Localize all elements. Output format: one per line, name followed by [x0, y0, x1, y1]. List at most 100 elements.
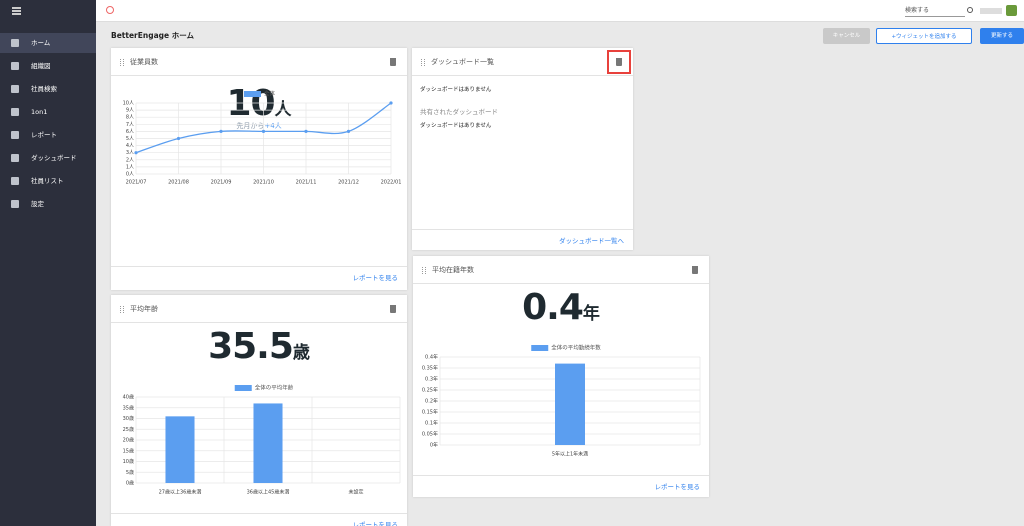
nav-label: 設定: [31, 200, 44, 208]
footer-divider: [111, 266, 407, 267]
legend-label: 全体の平均勤続年数: [551, 344, 601, 352]
nav-icon: [11, 62, 19, 70]
headline-unit: 歳: [292, 343, 310, 363]
y-tick-label: 0.05年: [422, 431, 438, 438]
legend-swatch: [531, 345, 549, 351]
y-tick-label: 9人: [126, 108, 134, 114]
headline-number: 10: [226, 83, 275, 124]
y-tick-label: 0歳: [126, 480, 134, 487]
nav-item[interactable]: 社員検索: [0, 79, 96, 99]
widget-title: 従業員数: [130, 58, 158, 66]
bar: [165, 416, 195, 483]
y-tick-label: 35歳: [123, 404, 134, 411]
delete-highlight: [607, 50, 631, 74]
x-tick-label: 2021/09: [211, 180, 232, 186]
point: [219, 129, 223, 133]
nav-icon: [11, 154, 19, 162]
y-tick-label: 0.1年: [425, 420, 438, 427]
footer-divider: [413, 475, 709, 476]
header-divider: [412, 75, 633, 76]
avatar[interactable]: [1006, 5, 1017, 16]
change-text: 先月から+4人: [111, 121, 407, 131]
button[interactable]: +ウィジェットを追加する: [876, 28, 972, 44]
x-tick-label: 2021/10: [253, 180, 274, 186]
menu-icon[interactable]: [12, 7, 21, 9]
empty-text: ダッシュボードはありません: [420, 87, 492, 93]
nav-label: 社員リスト: [31, 177, 64, 185]
delete-icon[interactable]: [390, 58, 396, 66]
point: [346, 129, 351, 133]
nav-icon: [11, 200, 19, 208]
top-bar: 検索する: [96, 0, 1024, 22]
button[interactable]: キャンセル: [823, 28, 870, 44]
delete-icon[interactable]: [390, 305, 396, 313]
delete-icon[interactable]: [692, 266, 698, 274]
legend-label: 全体: [264, 90, 276, 98]
empty-text: ダッシュボードはありません: [420, 123, 492, 129]
y-tick-label: 0.4年: [425, 354, 438, 361]
legend-label: 全体の平均年齢: [255, 384, 294, 392]
y-tick-label: 1人: [126, 164, 134, 170]
nav-item[interactable]: ダッシュボード: [0, 148, 96, 168]
change-value: +4人: [264, 122, 282, 130]
y-tick-label: 15歳: [123, 447, 134, 454]
nav-icon: [11, 177, 19, 185]
header-divider: [111, 322, 407, 323]
search-input[interactable]: 検索する: [905, 5, 965, 17]
headline-unit: 年: [582, 304, 600, 324]
nav-item[interactable]: レポート: [0, 125, 96, 145]
widget: 平均年齢 レポートを見る 35.5歳 全体の平均年齢 0歳 5歳 10歳 15歳 20歳 25歳 3…: [111, 295, 407, 526]
widget-title: 平均在籍年数: [432, 266, 474, 274]
bar: [253, 403, 283, 483]
delete-icon[interactable]: [616, 58, 622, 66]
button[interactable]: 更新する: [980, 28, 1024, 44]
nav-label: ホーム: [31, 39, 51, 47]
logo[interactable]: [106, 6, 114, 14]
headline: 0.4年: [413, 288, 709, 334]
widget-link[interactable]: ダッシュボード一覧へ: [559, 237, 624, 245]
y-tick-label: 0.15年: [422, 409, 438, 416]
point: [134, 151, 138, 155]
nav-icon: [11, 131, 19, 139]
widget-link[interactable]: レポートを見る: [352, 274, 399, 282]
y-tick-label: 10歳: [123, 458, 134, 465]
y-tick-label: 20歳: [123, 437, 134, 444]
drag-handle: [421, 59, 425, 66]
chart: 全体の平均勤続年数 0年 0.05年 0.1年 0.15年 0.2年 0.25年 0.3年 0.…: [422, 344, 701, 458]
chart: 全体の平均年齢 0歳 5歳 10歳 15歳 20歳 25歳 30歳 35歳 40歳 27歳以上36歳…: [123, 384, 401, 496]
y-tick-label: 0.35年: [422, 365, 438, 372]
header-divider: [413, 283, 709, 284]
sidebar: ホーム組織図社員検索 1on1 レポートダッシュボード社員リスト設定: [0, 0, 96, 526]
headline-number: 35.5: [208, 326, 294, 367]
user-name: [980, 8, 1002, 14]
headline: 35.5歳: [111, 327, 407, 373]
widget-link[interactable]: レポートを見る: [654, 483, 701, 491]
nav-item[interactable]: 組織図: [0, 56, 96, 76]
x-tick-label: 36歳以上45歳未満: [247, 489, 290, 496]
legend-swatch: [243, 91, 261, 97]
nav-item[interactable]: 1on1: [0, 102, 96, 122]
page-title: BetterEngage ホーム: [111, 31, 194, 40]
nav-item[interactable]: 設定: [0, 194, 96, 214]
point: [176, 136, 181, 141]
header-divider: [111, 75, 407, 76]
nav-item[interactable]: 社員リスト: [0, 171, 96, 191]
widget-link[interactable]: レポートを見る: [352, 521, 399, 526]
section-heading: 共有されたダッシュボード: [420, 108, 498, 116]
nav-label: 社員検索: [31, 85, 57, 93]
drag-handle: [120, 306, 124, 313]
nav-item[interactable]: ホーム: [0, 33, 96, 53]
drag-handle: [120, 59, 124, 66]
x-tick-label: 2021/11: [296, 180, 317, 186]
y-tick-label: 4人: [126, 143, 134, 149]
y-tick-label: 5人: [126, 136, 134, 142]
nav-label: 1on1: [31, 108, 48, 116]
headline-number: 0.4: [522, 287, 584, 328]
y-tick-label: 2人: [126, 157, 134, 163]
y-tick-label: 0.25年: [422, 387, 438, 394]
y-tick-label: 0.2年: [425, 398, 438, 405]
search-icon[interactable]: [967, 7, 973, 13]
y-tick-label: 3人: [126, 150, 134, 156]
